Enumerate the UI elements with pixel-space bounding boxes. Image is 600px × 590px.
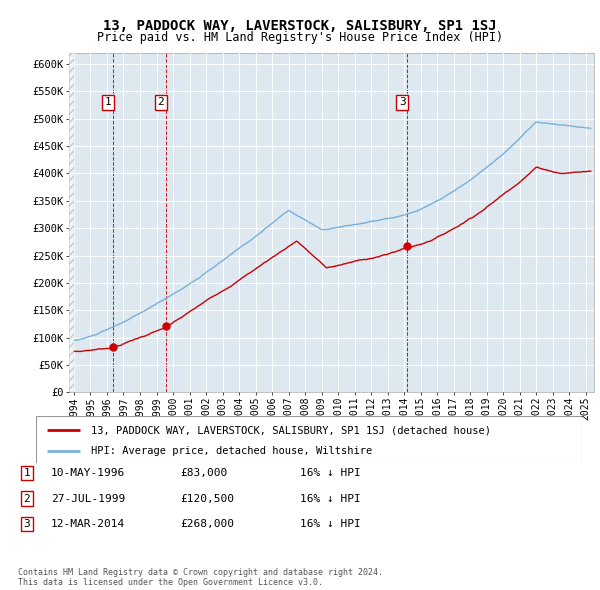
Text: 13, PADDOCK WAY, LAVERSTOCK, SALISBURY, SP1 1SJ: 13, PADDOCK WAY, LAVERSTOCK, SALISBURY, … [103, 19, 497, 33]
Text: 16% ↓ HPI: 16% ↓ HPI [300, 468, 361, 478]
Text: £268,000: £268,000 [180, 519, 234, 529]
Text: HPI: Average price, detached house, Wiltshire: HPI: Average price, detached house, Wilt… [91, 447, 372, 456]
Text: 27-JUL-1999: 27-JUL-1999 [51, 494, 125, 503]
Text: £83,000: £83,000 [180, 468, 227, 478]
Text: 3: 3 [23, 519, 31, 529]
Text: 2: 2 [158, 97, 164, 107]
Text: 3: 3 [399, 97, 406, 107]
FancyBboxPatch shape [36, 416, 582, 463]
Text: £120,500: £120,500 [180, 494, 234, 503]
Text: 13, PADDOCK WAY, LAVERSTOCK, SALISBURY, SP1 1SJ (detached house): 13, PADDOCK WAY, LAVERSTOCK, SALISBURY, … [91, 425, 491, 435]
Text: 1: 1 [23, 468, 31, 478]
Text: 16% ↓ HPI: 16% ↓ HPI [300, 494, 361, 503]
Text: 16% ↓ HPI: 16% ↓ HPI [300, 519, 361, 529]
Text: 12-MAR-2014: 12-MAR-2014 [51, 519, 125, 529]
Text: 2: 2 [23, 494, 31, 503]
Text: 10-MAY-1996: 10-MAY-1996 [51, 468, 125, 478]
Text: Contains HM Land Registry data © Crown copyright and database right 2024.
This d: Contains HM Land Registry data © Crown c… [18, 568, 383, 587]
Text: Price paid vs. HM Land Registry's House Price Index (HPI): Price paid vs. HM Land Registry's House … [97, 31, 503, 44]
Text: 1: 1 [105, 97, 112, 107]
